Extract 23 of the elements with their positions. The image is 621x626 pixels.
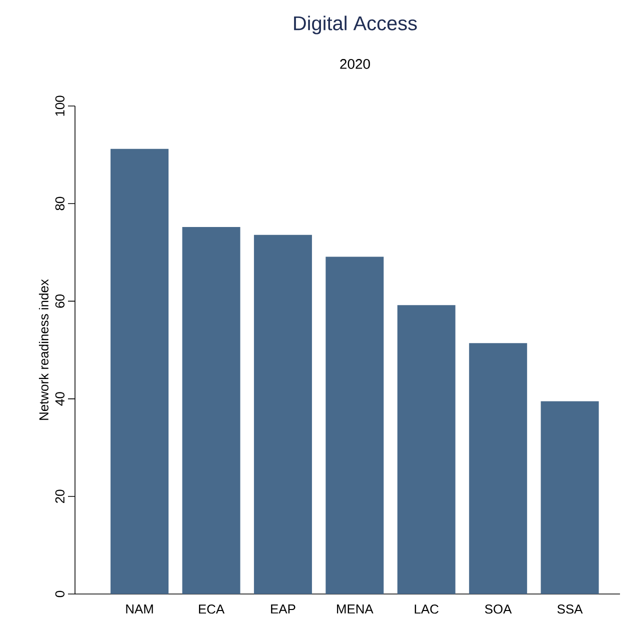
- y-tick-label: 0: [55, 590, 64, 598]
- y-tick-label: 80: [55, 196, 64, 210]
- bar: [469, 343, 528, 594]
- bar: [326, 256, 384, 594]
- bar: [397, 305, 456, 594]
- y-tick-label: 60: [55, 294, 64, 308]
- x-tick-label: EAP: [271, 604, 296, 614]
- bar: [540, 401, 599, 594]
- chart-subtitle: 2020: [340, 59, 370, 69]
- bar: [110, 148, 169, 594]
- chart-title: Digital Access: [294, 16, 417, 34]
- bar: [182, 227, 240, 594]
- x-tick-label: NAM: [126, 604, 153, 614]
- x-tick-label: LAC: [414, 604, 438, 614]
- y-tick-label: 40: [55, 392, 64, 406]
- bar: [254, 234, 312, 594]
- x-tick-label: MENA: [337, 604, 374, 614]
- y-axis-title: Network readiness index: [38, 279, 48, 420]
- y-tick-label: 20: [55, 490, 64, 503]
- x-tick-label: SSA: [557, 604, 583, 614]
- x-tick-label: SOA: [485, 604, 512, 614]
- y-tick-label: 100: [55, 96, 64, 116]
- x-tick-label: ECA: [198, 604, 225, 614]
